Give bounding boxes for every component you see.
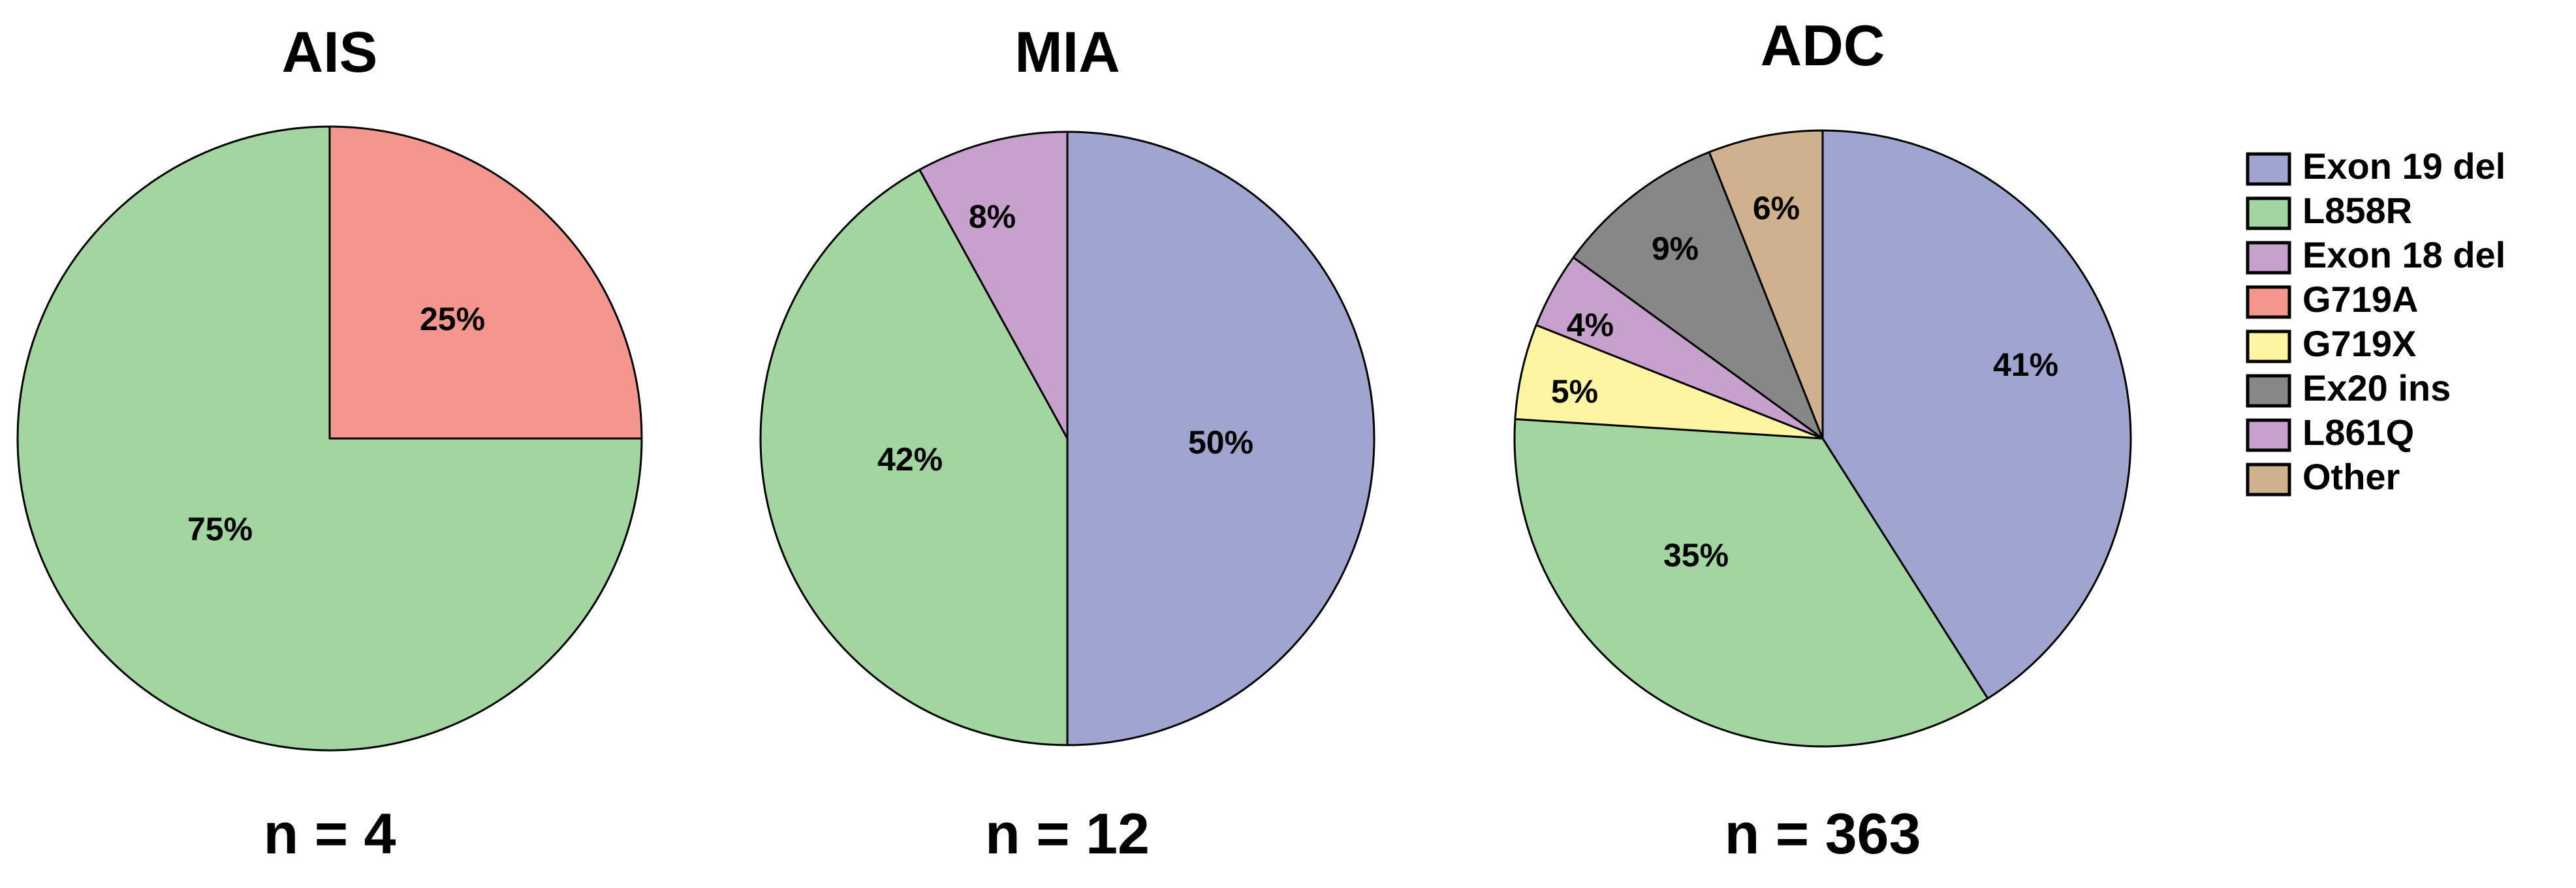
slice-label: 9% <box>1652 230 1699 267</box>
legend-swatch <box>2246 463 2291 497</box>
legend-label: Exon 18 del <box>2302 234 2505 275</box>
sample-size-label: n = 4 <box>264 801 396 866</box>
legend-item: Exon 18 del <box>2246 234 2505 275</box>
slice-label: 42% <box>877 441 943 478</box>
legend-swatch <box>2246 152 2291 186</box>
pie-slice-exon-19-del <box>1066 130 1375 746</box>
slice-label: 8% <box>969 198 1016 235</box>
legend-label: L858R <box>2302 190 2412 231</box>
pie-slice-exon-18-del <box>919 130 1069 440</box>
sample-size-label: n = 363 <box>1725 801 1921 866</box>
legend-swatch <box>2246 374 2291 408</box>
slice-label: 75% <box>187 511 253 547</box>
slice-label: 4% <box>1567 307 1614 343</box>
legend-label: Ex20 ins <box>2302 367 2451 408</box>
legend-swatch <box>2246 196 2291 230</box>
legend-item: G719A <box>2246 279 2418 320</box>
pie-slice-g719x <box>1514 324 1824 440</box>
pie-chart-ais: AIS 25% 75% n = 4 <box>16 20 643 866</box>
chart-title: AIS <box>282 20 378 84</box>
pie-charts: AIS 25% 75% n = 4 MIA 50% 42% 8% n = 12 ADC 41% 35%… <box>16 13 2132 866</box>
legend-item: G719X <box>2246 323 2416 364</box>
legend-label: G719A <box>2302 279 2418 320</box>
slice-label: 41% <box>1993 346 2058 383</box>
legend-item: L861Q <box>2246 412 2414 453</box>
pie-slice-l858r <box>759 168 1069 746</box>
chart-title: MIA <box>1014 20 1120 84</box>
slice-label: 6% <box>1753 190 1800 226</box>
legend-item: Other <box>2246 456 2400 497</box>
legend-swatch <box>2246 241 2291 275</box>
legend-label: Exon 19 del <box>2302 145 2505 187</box>
legend-swatch <box>2246 329 2291 363</box>
legend-item: Exon 19 del <box>2246 145 2505 187</box>
pie-slice-l858r <box>1513 418 1989 748</box>
legend-swatch <box>2246 418 2291 452</box>
legend-item: Ex20 ins <box>2246 367 2451 408</box>
chart-title: ADC <box>1761 13 1885 78</box>
sample-size-label: n = 12 <box>985 801 1150 866</box>
pie-slice-other <box>1708 129 1824 440</box>
pie-slice-ex20-ins <box>1572 151 1824 440</box>
legend-label: G719X <box>2302 323 2416 364</box>
legend-label: L861Q <box>2302 412 2414 453</box>
slice-label: 25% <box>420 301 485 337</box>
pie-slice-exon-19-del <box>1821 129 2132 700</box>
legend-label: Other <box>2302 456 2400 497</box>
legend-swatch <box>2246 285 2291 319</box>
slice-label: 5% <box>1551 373 1598 410</box>
pie-slice-l858r <box>16 125 643 752</box>
pie-chart-mia: MIA 50% 42% 8% n = 12 <box>759 20 1375 866</box>
slice-label: 35% <box>1663 537 1729 574</box>
slice-label: 50% <box>1188 424 1253 461</box>
legend-item: L858R <box>2246 190 2412 231</box>
pie-slice-g719a <box>328 125 643 440</box>
pie-chart-adc: ADC 41% 35% 5% 4% 9% 6% n = 363 <box>1513 13 2132 866</box>
